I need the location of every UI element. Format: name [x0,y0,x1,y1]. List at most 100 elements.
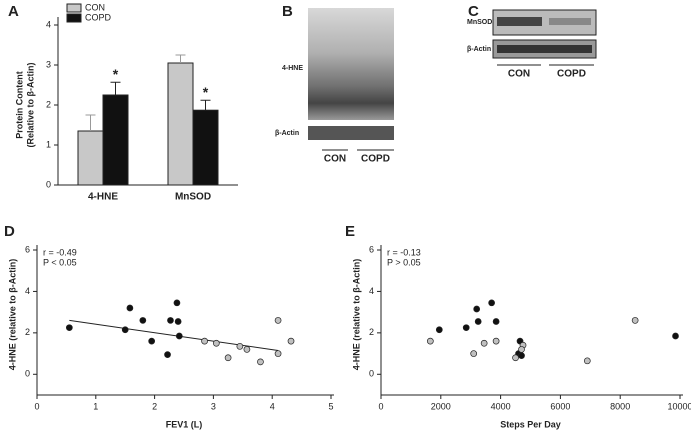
error-bar [175,54,186,63]
scatter-point [435,326,443,334]
x-tick-label: 0 [378,401,383,411]
x-tick-label: 4-HNE [88,192,118,203]
legend-swatch [66,13,82,23]
blot-image [308,8,394,120]
x-tick-label: 8000 [610,401,630,411]
scatter-point [243,346,251,353]
bar [77,130,104,186]
scatter-point [65,324,73,332]
scatter-point [174,318,182,325]
blot-band [497,45,592,53]
scatter-point [492,318,500,325]
y-tick-label: 2 [369,327,374,337]
stat-annotation: r = -0.13 [387,247,421,257]
x-tick-label: 0 [34,401,39,411]
scatter-point [139,317,147,324]
legend-label: COPD [85,12,112,22]
legend-swatch [66,3,82,13]
stat-annotation: P < 0.05 [43,257,77,267]
scatter-point [212,339,220,347]
scatter-point [518,352,525,359]
group-label: COPD [557,69,586,80]
group-label: COPD [361,154,390,165]
y-tick-label: 6 [369,244,374,254]
scatter-point [518,346,525,353]
y-tick-label: 4 [46,19,51,29]
trendline [69,319,279,351]
band-label: β-Actin [275,130,299,137]
x-axis-label: Steps Per Day [500,419,561,429]
x-tick-label: 5 [328,401,333,411]
stat-annotation: P > 0.05 [387,257,421,267]
y-tick-label: 0 [25,369,30,379]
x-tick-label: 4 [270,401,275,411]
band-label: MnSOD [467,19,492,26]
scatter-point [224,354,232,362]
y-tick-label: 4 [369,286,374,296]
panel-letter: A [8,3,19,20]
y-tick-label: 2 [25,327,30,337]
bar [102,94,129,186]
scatter-point [287,337,295,345]
scatter-point [274,350,282,357]
blot-band [549,18,591,25]
x-tick-label: 2 [152,401,157,411]
y-tick-label: 6 [25,244,30,254]
scatter-point [488,299,495,307]
scatter-point [173,299,181,307]
scatter-point [480,339,488,347]
scatter-point [148,337,156,345]
y-tick-label: 4 [25,286,30,296]
panel-letter: E [345,223,355,240]
error-bar [200,99,211,111]
scatter-point [631,317,639,324]
y-tick-label: 2 [46,99,51,109]
y-tick-label: 0 [46,179,51,189]
blot-image [308,126,394,140]
panel-letter: D [4,223,15,240]
x-axis-label: FEV1 (L) [166,419,203,429]
bar [192,109,219,186]
stat-annotation: r = -0.49 [43,247,77,257]
band-label: 4-HNE [282,65,303,72]
panel-letter: C [468,3,479,20]
y-tick-label: 1 [46,139,51,149]
scatter-point [236,342,244,350]
y-axis-label: 4-HNE (relative to β-Actin) [351,259,361,371]
y-axis-label: Protein Content [14,71,24,139]
scatter-point [474,318,482,325]
scatter-point [175,332,183,340]
y-tick-label: 0 [369,369,374,379]
panel-letter: B [282,3,293,20]
x-tick-label: 10000 [667,401,691,411]
x-tick-label: 4000 [491,401,511,411]
legend-label: CON [85,2,105,12]
x-tick-label: MnSOD [175,192,211,203]
group-label: CON [324,154,346,165]
scatter-point [164,351,171,358]
bar [167,62,194,186]
scatter-point [274,317,282,324]
x-tick-label: 2000 [431,401,451,411]
error-bar [110,81,121,95]
scatter-point [583,357,591,365]
significance-mark: * [113,66,119,82]
blot-band [497,17,542,26]
scatter-point [426,337,434,345]
error-bar [85,114,96,131]
scatter-point [672,332,679,340]
scatter-point [257,358,264,366]
scatter-point [121,326,129,334]
y-axis-label: (Relative to β-Actin) [25,62,35,147]
significance-mark: * [203,84,209,100]
scatter-point [470,350,478,357]
scatter-point [201,337,208,345]
y-axis-label: 4-HNE (relative to β-Actin) [7,259,17,371]
scatter-point [492,337,500,345]
x-tick-label: 1 [93,401,98,411]
band-label: β-Actin [467,46,491,53]
group-label: CON [508,69,530,80]
x-tick-label: 3 [211,401,216,411]
scatter-point [512,354,519,362]
